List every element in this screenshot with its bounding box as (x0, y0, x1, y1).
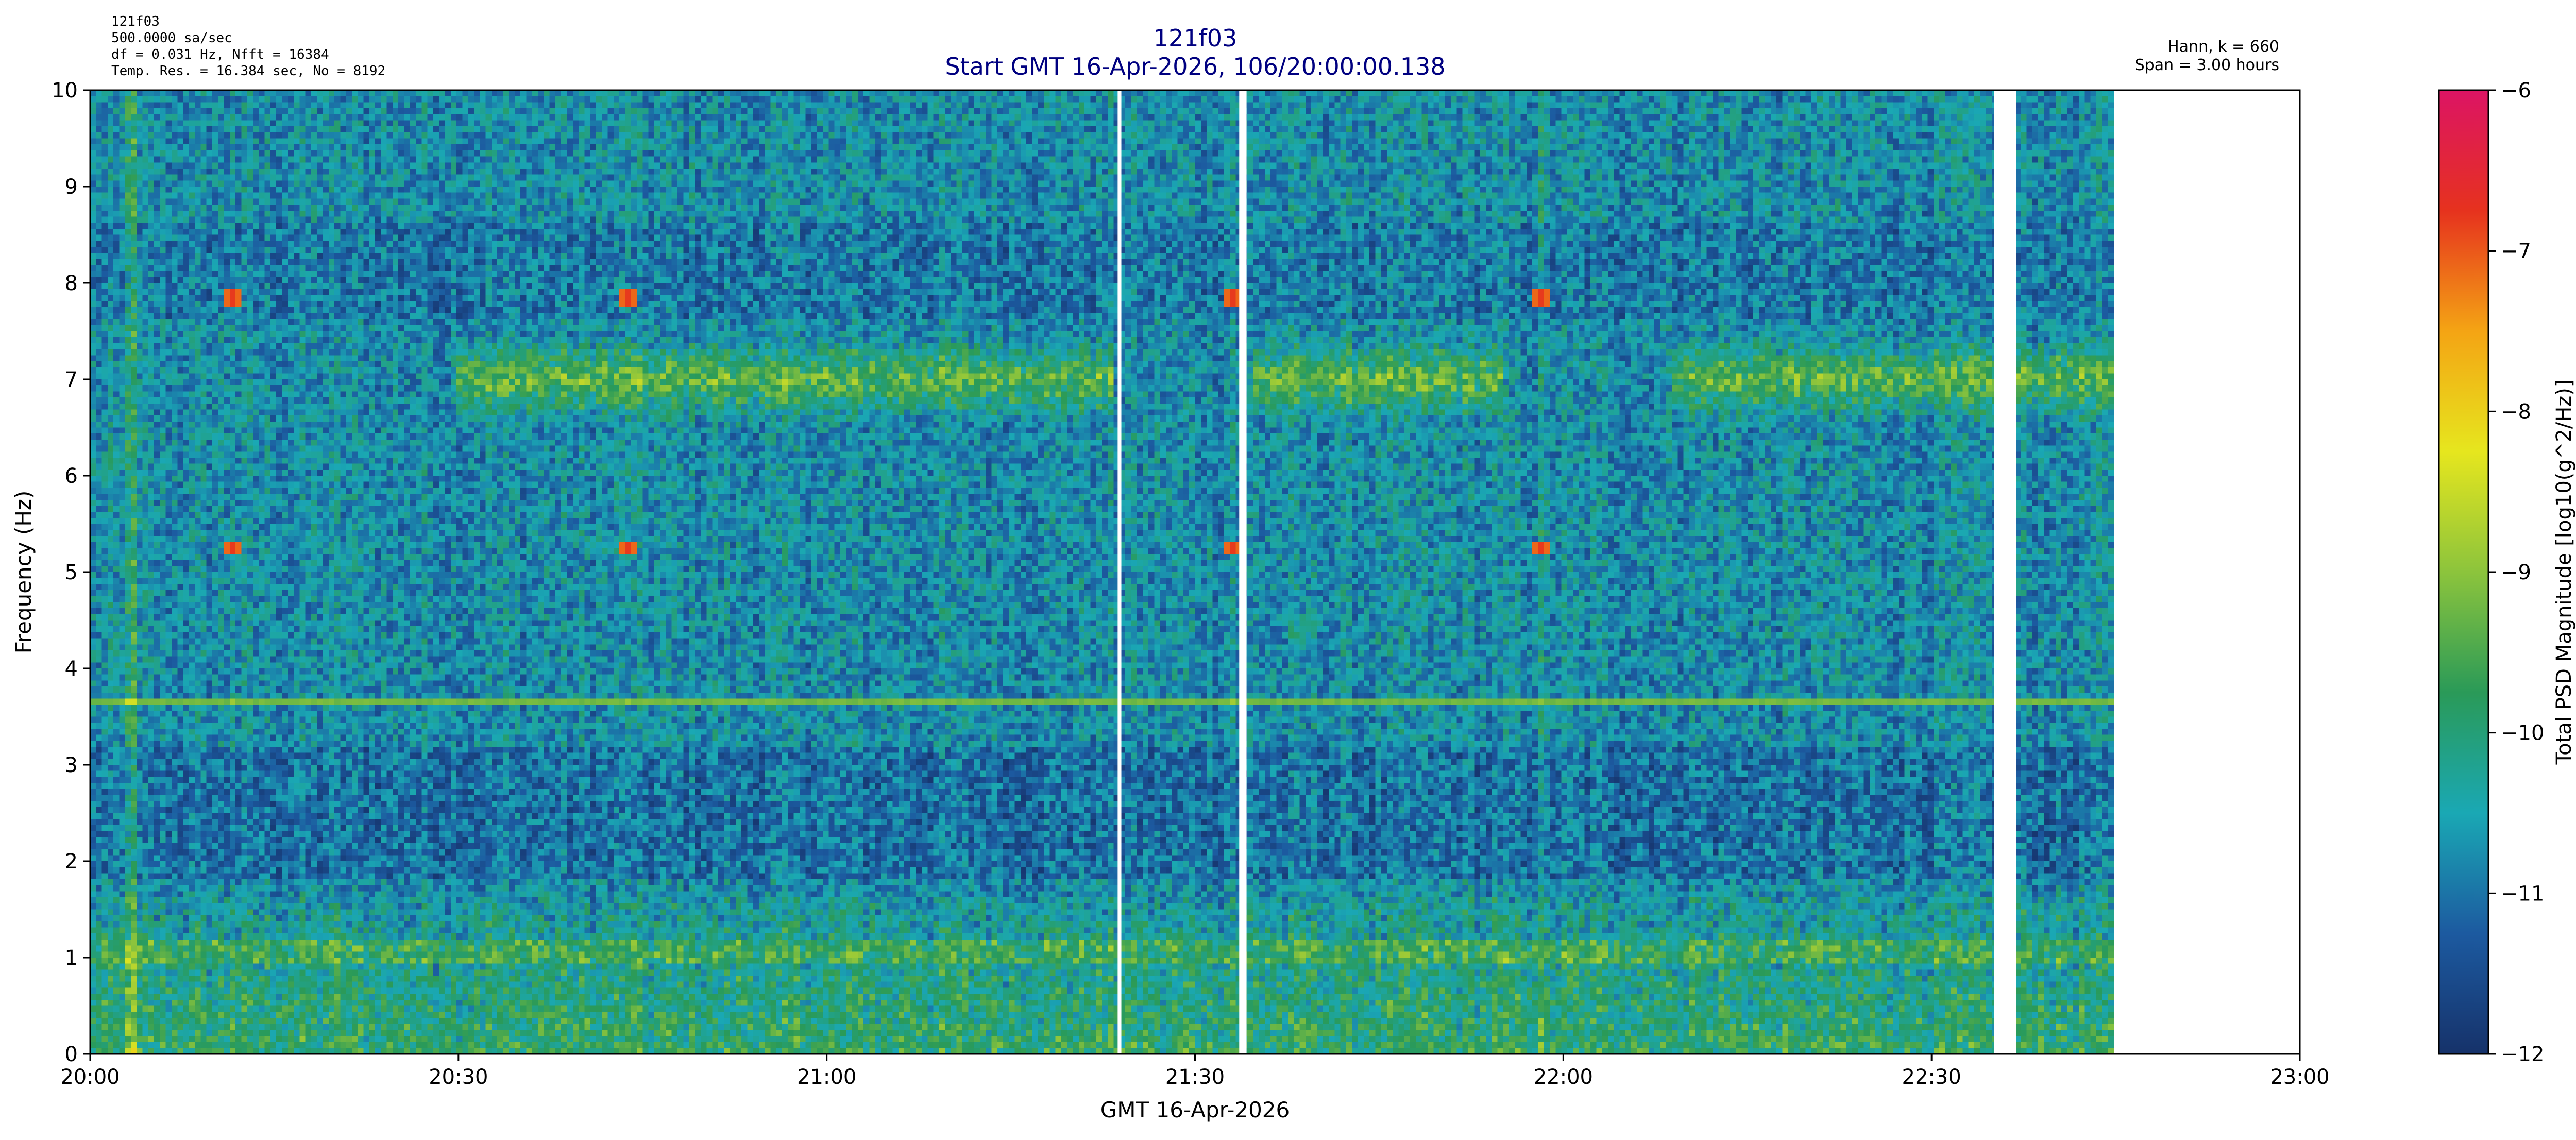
colorbar-tick-label: −10 (2501, 722, 2544, 745)
y-tick-label: 7 (65, 368, 78, 392)
x-tick-label: 21:30 (1165, 1065, 1225, 1089)
colorbar-tick-label: −8 (2501, 400, 2531, 424)
colorbar: −12 −11 −10 −9 −8 −7 −6 (2438, 79, 2544, 1066)
info-left-line: 500.0000 sa/sec (111, 30, 232, 46)
x-tick-label: 20:30 (429, 1065, 488, 1089)
colorbar-tick-label: −6 (2501, 79, 2531, 103)
y-tick-label: 2 (65, 850, 78, 874)
colorbar-ticks: −12 −11 −10 −9 −8 −7 −6 (2488, 79, 2544, 1066)
data-gap (1239, 90, 1247, 1054)
info-right-line: Span = 3.00 hours (2135, 56, 2279, 74)
colorbar-tick-label: −12 (2501, 1043, 2544, 1066)
y-tick-label: 8 (65, 272, 78, 295)
y-tick-label: 3 (65, 753, 78, 777)
y-axis: 0 1 2 3 4 5 6 7 8 9 10 (52, 79, 90, 1066)
colorbar-label: Total PSD Magnitude [log10(g^2/Hz)] (2552, 380, 2576, 765)
plot-area (89, 89, 2301, 1055)
y-tick-label: 6 (65, 464, 78, 488)
y-tick-label: 9 (65, 175, 78, 199)
data-gap (1117, 90, 1122, 1054)
y-tick-label: 5 (65, 561, 78, 584)
colorbar-tick-label: −7 (2501, 240, 2531, 263)
info-left-line: Temp. Res. = 16.384 sec, No = 8192 (111, 63, 385, 79)
x-axis-label: GMT 16-Apr-2026 (1100, 1097, 1290, 1122)
info-block-left: 121f03 500.0000 sa/sec df = 0.031 Hz, Nf… (111, 14, 385, 79)
data-gaps (1117, 90, 2016, 1054)
spectrogram-heatmap (90, 90, 2300, 1054)
x-tick-label: 21:00 (797, 1065, 856, 1089)
y-tick-label: 10 (52, 79, 78, 103)
colorbar-tick-label: −9 (2501, 561, 2531, 584)
info-left-line: df = 0.031 Hz, Nfft = 16384 (111, 47, 329, 62)
info-left-line: 121f03 (111, 14, 160, 29)
chart-title: 121f03 (1154, 24, 1238, 52)
spectrogram-image (90, 90, 2300, 1054)
y-tick-label: 1 (65, 946, 78, 970)
info-block-right: Hann, k = 660 Span = 3.00 hours (2135, 38, 2279, 74)
x-tick-label: 20:00 (60, 1065, 120, 1089)
x-tick-label: 23:00 (2270, 1065, 2329, 1089)
info-right-line: Hann, k = 660 (2167, 38, 2279, 56)
x-axis: 20:00 20:30 21:00 21:30 22:00 22:30 23:00 (60, 1054, 2330, 1089)
x-tick-label: 22:30 (1902, 1065, 1961, 1089)
y-tick-label: 4 (65, 657, 78, 681)
x-tick-label: 22:00 (1534, 1065, 1593, 1089)
colorbar-tick-label: −11 (2501, 882, 2544, 906)
y-tick-label: 0 (65, 1043, 78, 1066)
colorbar-gradient (2438, 89, 2489, 1055)
chart-subtitle: Start GMT 16-Apr-2026, 106/20:00:00.138 (945, 53, 1445, 80)
data-gap (1994, 90, 2016, 1054)
y-axis-label: Frequency (Hz) (11, 491, 36, 654)
